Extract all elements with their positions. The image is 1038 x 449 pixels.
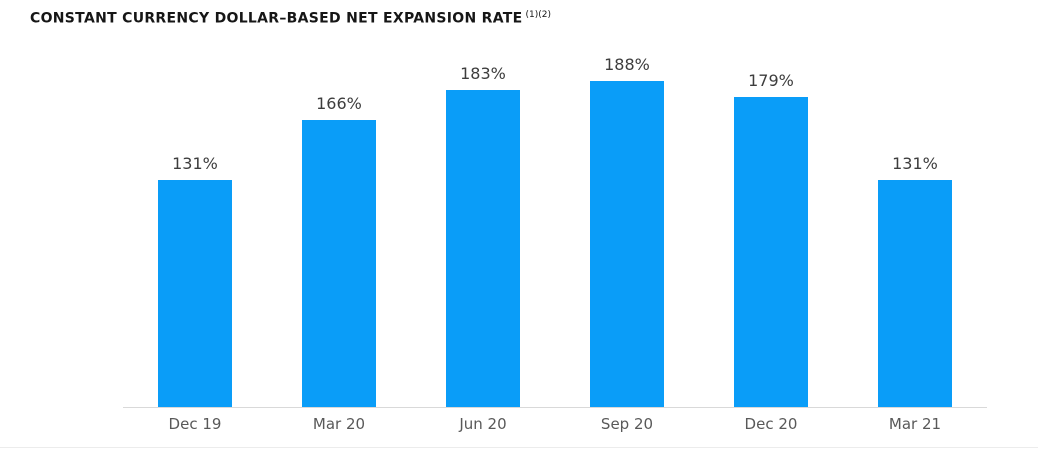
- bar-slot-mar-20: 166%: [267, 0, 411, 407]
- bar-mar-21: [878, 180, 952, 407]
- chart-title-footnote-markers: (1)(2): [525, 10, 552, 20]
- bar-slot-jun-20: 183%: [411, 0, 555, 407]
- bar-value-label-mar-21: 131%: [892, 154, 938, 173]
- bar-slot-mar-21: 131%: [843, 0, 987, 407]
- bar-value-label-dec-19: 131%: [172, 154, 218, 173]
- x-axis-label-dec-20: Dec 20: [744, 415, 798, 433]
- x-axis-label-jun-20: Jun 20: [459, 415, 507, 433]
- bar-value-label-mar-20: 166%: [316, 94, 362, 113]
- bar-value-label-jun-20: 183%: [460, 64, 506, 83]
- x-axis-label-sep-20: Sep 20: [600, 415, 654, 433]
- x-axis-label-mar-20: Mar 20: [312, 415, 366, 433]
- bar-chart: 131% 166% 183% 188% 179% 131% Dec 19 Mar 20 Jun…: [123, 0, 987, 449]
- bar-slot-dec-20: 179%: [699, 0, 843, 407]
- bar-value-label-sep-20: 188%: [604, 55, 650, 74]
- page-bottom-divider: [0, 447, 1038, 448]
- bar-mar-20: [302, 120, 376, 407]
- bar-sep-20: [590, 81, 664, 407]
- bar-dec-20: [734, 97, 808, 407]
- plot-area: 131% 166% 183% 188% 179% 131%: [123, 0, 987, 407]
- bar-jun-20: [446, 90, 520, 407]
- chart-title-text: CONSTANT CURRENCY DOLLAR–BASED NET EXPAN…: [30, 10, 523, 27]
- bar-value-label-dec-20: 179%: [748, 71, 794, 90]
- bar-slot-sep-20: 188%: [555, 0, 699, 407]
- bar-dec-19: [158, 180, 232, 407]
- bar-slot-dec-19: 131%: [123, 0, 267, 407]
- x-axis-labels: Dec 19 Mar 20 Jun 20 Sep 20 Dec 20 Mar 21: [123, 415, 987, 435]
- chart-title: CONSTANT CURRENCY DOLLAR–BASED NET EXPAN…: [30, 10, 551, 27]
- x-axis-line: [123, 407, 987, 408]
- x-axis-label-dec-19: Dec 19: [168, 415, 222, 433]
- x-axis-label-mar-21: Mar 21: [888, 415, 942, 433]
